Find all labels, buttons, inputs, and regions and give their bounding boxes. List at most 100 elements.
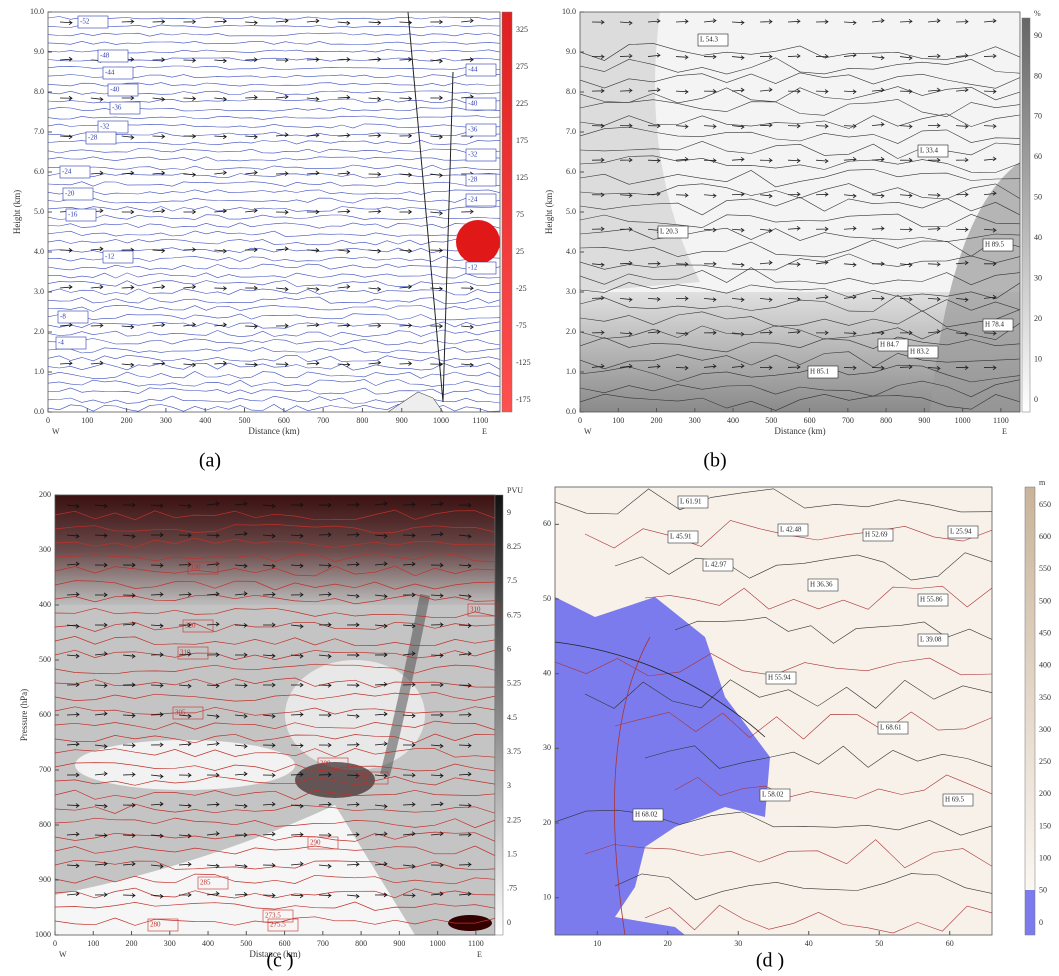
colorbar-tick-label: 70: [1034, 112, 1042, 121]
wind-arrow: [122, 713, 136, 718]
x-tick-label: 100: [612, 416, 624, 425]
wind-arrow: [927, 226, 941, 231]
wind-arrow: [178, 892, 192, 898]
wind-arrow: [759, 330, 773, 335]
colorbar-tick-label: 500: [1039, 596, 1051, 605]
x-tick-label: 1100: [468, 939, 484, 948]
wind-arrow: [399, 96, 413, 101]
colorbar-tick-label: 400: [1039, 661, 1051, 670]
wind-arrow: [983, 190, 997, 196]
wind-arrow: [275, 209, 289, 215]
wind-arrow: [306, 322, 320, 328]
colorbar-tick-label: -25: [516, 284, 527, 293]
wind-arrow: [871, 226, 885, 231]
y-tick-label: 60: [543, 519, 551, 528]
wind-arrow: [234, 683, 248, 688]
contour-label-box: [807, 365, 839, 379]
wind-arrow: [843, 226, 857, 231]
wind-arrow: [374, 741, 388, 747]
wind-arrow: [619, 157, 633, 163]
contour-label: 290: [310, 839, 321, 847]
wind-arrow: [214, 58, 228, 64]
contour-line: [580, 351, 1020, 370]
wind-arrow: [430, 562, 444, 568]
panel-caption: (c ): [266, 950, 293, 972]
contour-label-box: [267, 918, 299, 932]
wind-arrow: [399, 20, 413, 25]
wind-arrow: [983, 89, 997, 94]
wind-arrow: [245, 20, 258, 26]
wind-arrow: [374, 773, 388, 779]
colorbar-unit: PVU: [507, 486, 523, 495]
wind-arrow: [122, 861, 136, 867]
contour-label: L 58.02: [762, 791, 784, 799]
wind-arrow: [647, 191, 661, 197]
wind-arrow: [346, 502, 360, 508]
wind-arrow: [290, 592, 304, 598]
wind-arrow: [731, 262, 745, 268]
wind-arrow: [787, 225, 801, 231]
wind-arrow: [927, 18, 941, 24]
wind-arrow: [374, 711, 388, 717]
wind-arrow: [402, 651, 416, 656]
wind-arrow: [402, 592, 416, 598]
wind-arrow: [399, 284, 413, 290]
colorbar-tick-label: 300: [1039, 725, 1051, 734]
wind-arrow: [955, 297, 969, 303]
contour-line: [55, 720, 495, 731]
contour-label: -8: [60, 313, 66, 321]
wind-arrow: [430, 593, 444, 599]
contour-line: [48, 239, 500, 246]
wind-arrow: [871, 296, 885, 301]
wind-arrow: [318, 832, 332, 838]
wind-arrow: [66, 891, 80, 897]
wind-arrow: [234, 623, 248, 628]
wind-arrow: [787, 191, 801, 197]
wind-arrow: [245, 57, 258, 62]
contour-label: -12: [468, 264, 478, 272]
wind-arrow: [245, 208, 258, 213]
contour-line: [580, 309, 1020, 328]
x-end-label: W: [52, 427, 60, 436]
highlight-blob: [456, 220, 500, 264]
x-tick-label: 40: [805, 939, 813, 948]
wind-arrow: [150, 623, 164, 629]
wind-arrow: [245, 95, 258, 100]
wind-arrow: [815, 191, 829, 197]
contour-line: [48, 313, 500, 321]
wind-arrow: [374, 561, 388, 567]
wind-arrow: [214, 286, 228, 291]
wind-arrow: [66, 533, 80, 539]
wind-arrow: [983, 294, 997, 300]
contour-label-box: [97, 49, 129, 63]
wind-arrow: [430, 19, 444, 25]
plot-area: [48, 12, 500, 412]
contour-label: 310: [470, 606, 481, 614]
wind-arrow: [368, 133, 382, 138]
wind-arrow: [290, 832, 304, 837]
wind-arrow: [430, 248, 444, 253]
wind-arrow: [458, 623, 472, 628]
wind-arrow: [121, 362, 135, 368]
x-end-label: E: [1002, 427, 1007, 436]
wind-arrow: [955, 19, 969, 24]
wind-arrow: [337, 322, 351, 328]
wind-arrow: [703, 297, 717, 303]
wind-arrow: [731, 20, 745, 25]
wind-arrow: [66, 712, 80, 717]
wind-arrow: [214, 134, 228, 140]
wind-arrow: [183, 96, 197, 101]
wind-arrow: [262, 622, 276, 628]
wind-arrow: [214, 170, 228, 175]
wind-arrow: [318, 683, 332, 688]
contour-label: 305: [175, 709, 186, 717]
wind-arrow: [983, 53, 997, 59]
wind-arrow: [402, 864, 416, 869]
contour-label: -24: [468, 196, 478, 204]
contour-label: L 54.3: [700, 36, 719, 44]
wind-arrow: [430, 210, 444, 216]
contour-line: [48, 272, 500, 279]
y-tick-label: 3.0: [34, 287, 44, 296]
wind-arrow: [337, 94, 351, 100]
wind-arrow: [90, 246, 104, 252]
